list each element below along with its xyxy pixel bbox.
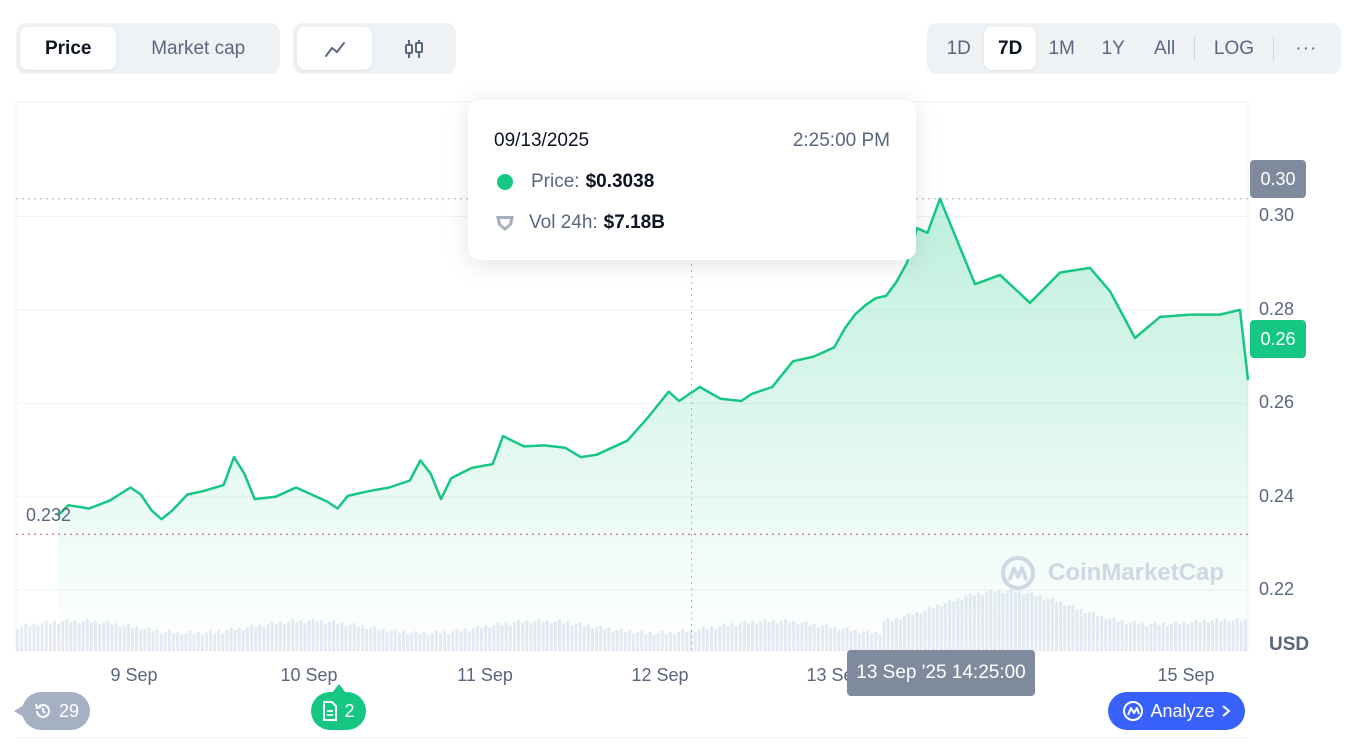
tooltip-vol-value: $7.18B bbox=[603, 212, 665, 233]
hover-time-tag: 13 Sep '25 14:25:00 bbox=[847, 650, 1035, 696]
line-chart-button[interactable] bbox=[297, 27, 372, 70]
range-1y[interactable]: 1Y bbox=[1101, 37, 1125, 59]
price-line bbox=[57, 197, 1250, 521]
chevron-right-icon bbox=[1221, 705, 1231, 717]
line-chart-icon bbox=[324, 41, 345, 57]
price-area bbox=[58, 198, 1248, 651]
document-icon bbox=[323, 701, 338, 721]
price-dot-icon bbox=[497, 174, 513, 190]
metric-toggle: Price Market cap bbox=[16, 23, 280, 74]
price-area-fill bbox=[58, 198, 1248, 651]
volume-bar bbox=[16, 629, 19, 651]
price-line-group bbox=[57, 197, 1250, 521]
tooltip-date: 09/13/2025 bbox=[494, 130, 590, 151]
tooltip-price-value: $0.3038 bbox=[585, 171, 655, 192]
tooltip-price-label: Price: bbox=[531, 171, 580, 192]
tab-market-cap[interactable]: Market cap bbox=[151, 37, 246, 59]
range-1m[interactable]: 1M bbox=[1048, 37, 1075, 59]
log-scale-button[interactable]: LOG bbox=[1213, 37, 1255, 59]
range-7d[interactable]: 7D bbox=[984, 27, 1036, 70]
hover-price-tag: 0.30 bbox=[1250, 160, 1306, 198]
volume-bar bbox=[28, 626, 32, 651]
range-1d[interactable]: 1D bbox=[946, 37, 971, 59]
x-tick-label: 11 Sep bbox=[457, 665, 513, 685]
history-count: 29 bbox=[58, 700, 80, 721]
volume-shield-icon bbox=[496, 216, 514, 231]
news-badge[interactable]: 2 bbox=[311, 684, 366, 730]
y-tick-label: 0.22 bbox=[1259, 579, 1295, 600]
volume-bar bbox=[48, 623, 52, 651]
y-tick-label: 0.30 bbox=[1259, 205, 1295, 226]
hover-tooltip: 09/13/2025 2:25:00 PM Price: $0.3038 Vol… bbox=[468, 100, 916, 260]
candlestick-icon bbox=[404, 39, 423, 58]
x-tick-label: 15 Sep bbox=[1157, 665, 1215, 685]
currency-label: USD bbox=[1269, 634, 1310, 655]
time-range-toggle: 1D 7D 1M 1Y All LOG ··· bbox=[927, 23, 1341, 74]
watermark-text: CoinMarketCap bbox=[1048, 559, 1225, 586]
x-tick-label: 12 Sep bbox=[631, 665, 689, 685]
volume-bar bbox=[24, 623, 28, 651]
volume-bar bbox=[32, 623, 36, 651]
candlestick-chart-button[interactable] bbox=[376, 27, 451, 70]
history-badge[interactable]: 29 bbox=[14, 692, 90, 730]
x-tick-label: 10 Sep bbox=[280, 665, 338, 685]
toolbar-divider bbox=[1194, 36, 1196, 61]
analyze-button[interactable]: Analyze bbox=[1108, 692, 1245, 730]
range-all[interactable]: All bbox=[1154, 37, 1176, 59]
volume-bar bbox=[36, 625, 40, 651]
coinmarketcap-logo-icon bbox=[1001, 556, 1035, 590]
start-price-label: 0.232 bbox=[26, 505, 72, 525]
tab-price[interactable]: Price bbox=[20, 27, 117, 70]
volume-bar bbox=[40, 623, 44, 651]
y-tick-label: 0.24 bbox=[1259, 485, 1295, 506]
analyze-icon bbox=[1123, 701, 1144, 721]
current-price-tag: 0.26 bbox=[1250, 320, 1306, 358]
volume-bar bbox=[52, 620, 56, 651]
bottom-strip bbox=[16, 737, 1248, 754]
news-count: 2 bbox=[344, 700, 355, 721]
volume-bar bbox=[20, 626, 24, 651]
y-tick-label: 0.28 bbox=[1259, 298, 1295, 319]
tooltip-vol-label: Vol 24h: bbox=[529, 212, 598, 233]
volume-bar bbox=[44, 620, 48, 651]
more-options-button[interactable]: ··· bbox=[1295, 37, 1318, 59]
analyze-label: Analyze bbox=[1150, 700, 1215, 721]
watermark: CoinMarketCap bbox=[1000, 555, 1224, 591]
x-tick-label: 9 Sep bbox=[110, 665, 158, 685]
toolbar-divider bbox=[1272, 36, 1274, 61]
chart-type-toggle bbox=[293, 23, 456, 74]
tooltip-time: 2:25:00 PM bbox=[792, 130, 890, 151]
y-tick-label: 0.26 bbox=[1259, 392, 1295, 413]
history-icon bbox=[35, 703, 50, 718]
